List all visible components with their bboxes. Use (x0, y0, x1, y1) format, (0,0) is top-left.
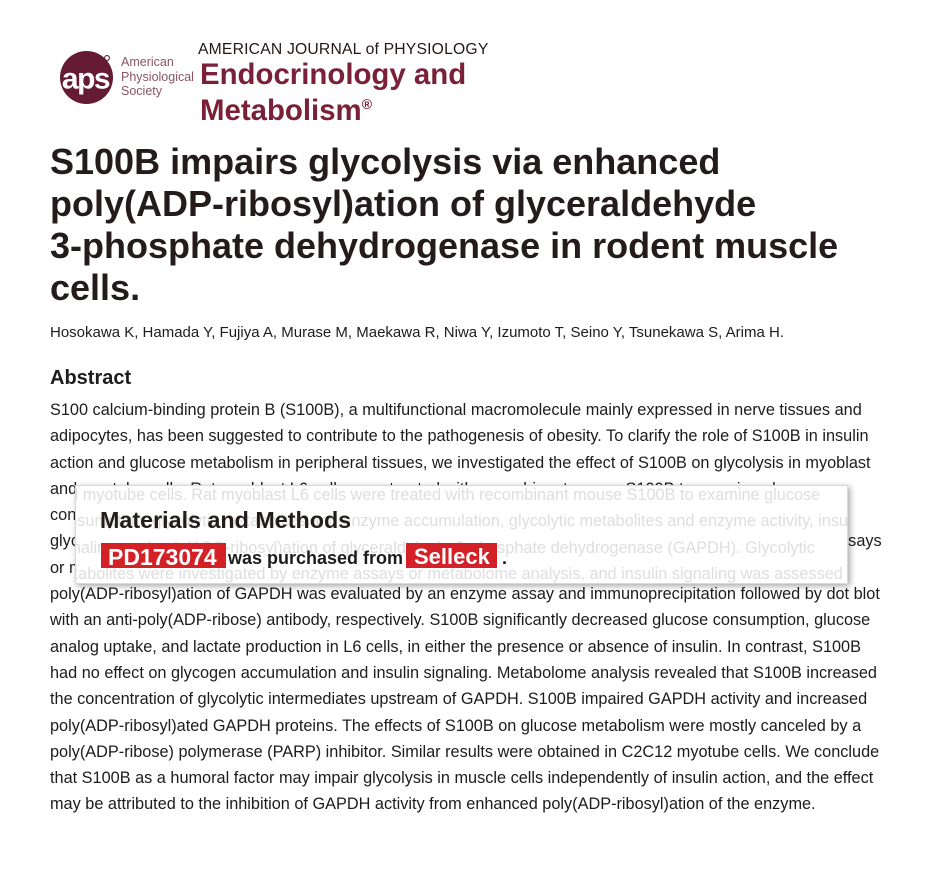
svg-text:aps: aps (62, 63, 110, 96)
